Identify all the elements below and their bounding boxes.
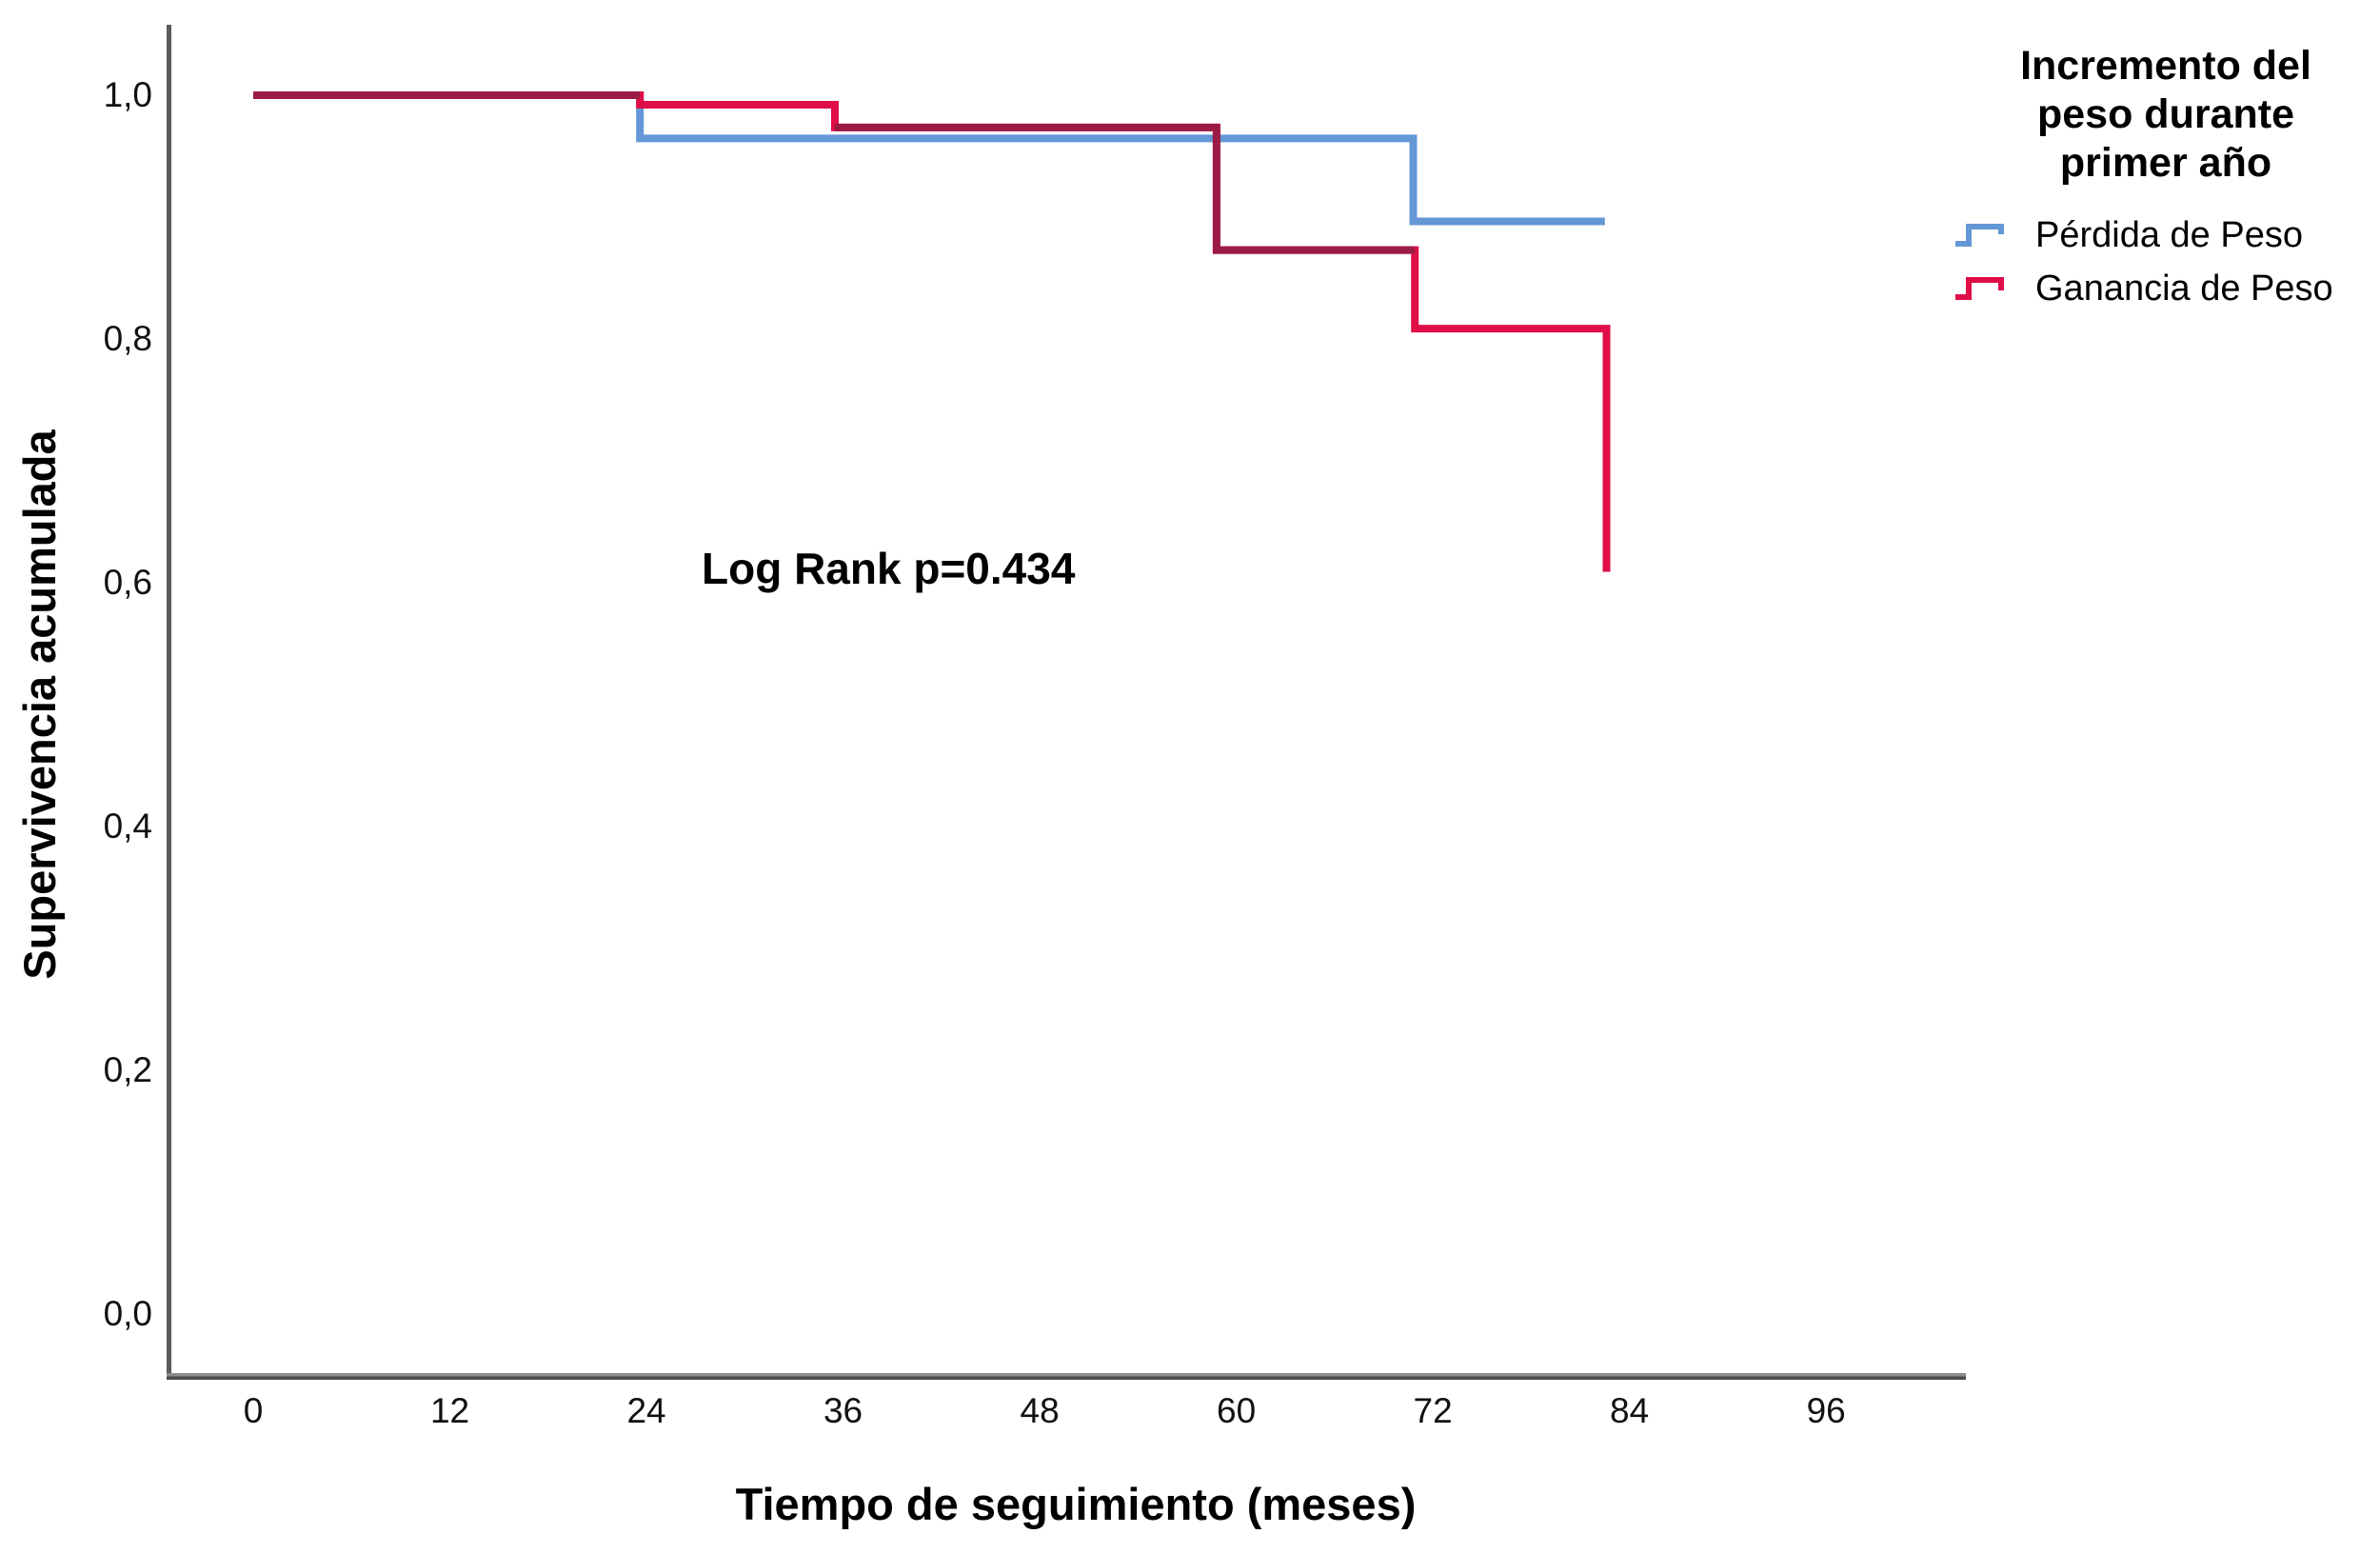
x-axis-title: Tiempo de seguimiento (meses) xyxy=(735,1479,1417,1529)
x-tick-label: 0 xyxy=(243,1391,264,1430)
y-axis-line xyxy=(167,25,171,1380)
legend: Incremento del peso durante primer año P… xyxy=(1952,42,2380,315)
legend-key-line xyxy=(1955,277,2004,300)
y-tick-label: 0,8 xyxy=(103,319,152,358)
km-curve-ganancia-de-peso xyxy=(253,91,1611,572)
x-tick-label: 60 xyxy=(1217,1391,1257,1430)
legend-key-line xyxy=(1955,224,2004,247)
x-tick-label: 84 xyxy=(1610,1391,1650,1430)
legend-key-step-icon xyxy=(1955,277,2004,300)
x-tick-label: 12 xyxy=(429,1391,470,1430)
survival-curves xyxy=(253,91,1611,572)
legend-item: Ganancia de Peso xyxy=(1952,262,2380,315)
km-curve-pérdida-de-peso xyxy=(253,91,1605,226)
legend-key-step-icon xyxy=(1955,224,2004,247)
log-rank-annotation: Log Rank p=0.434 xyxy=(702,544,1076,593)
x-tick-label: 96 xyxy=(1806,1391,1846,1430)
y-axis-title: Supervivencia acumulada xyxy=(14,429,65,980)
x-tick-label: 24 xyxy=(626,1391,666,1430)
x-tick-label: 36 xyxy=(823,1391,863,1430)
y-tick-label: 0,6 xyxy=(103,563,152,602)
legend-title-line-3: primer año xyxy=(2059,140,2272,186)
legend-title-line-1: Incremento del xyxy=(2020,43,2311,89)
legend-item-label: Ganancia de Peso xyxy=(2035,268,2333,309)
legend-items: Pérdida de Peso Ganancia de Peso xyxy=(1952,209,2380,315)
y-tick-label: 0,4 xyxy=(103,807,152,846)
x-axis-line-bottom xyxy=(167,1376,1966,1380)
legend-item: Pérdida de Peso xyxy=(1952,209,2380,262)
x-axis-line-top xyxy=(167,1373,1966,1377)
y-tick-label: 0,2 xyxy=(103,1050,152,1089)
y-tick-label: 0,0 xyxy=(103,1294,152,1333)
legend-item-label: Pérdida de Peso xyxy=(2035,214,2303,255)
x-tick-label: 48 xyxy=(1020,1391,1060,1430)
y-tick-label: 1,0 xyxy=(103,75,152,114)
km-curve-overlap-segment xyxy=(835,123,1416,254)
legend-title-line-2: peso durante xyxy=(2037,91,2294,137)
x-tick-label: 72 xyxy=(1413,1391,1453,1430)
